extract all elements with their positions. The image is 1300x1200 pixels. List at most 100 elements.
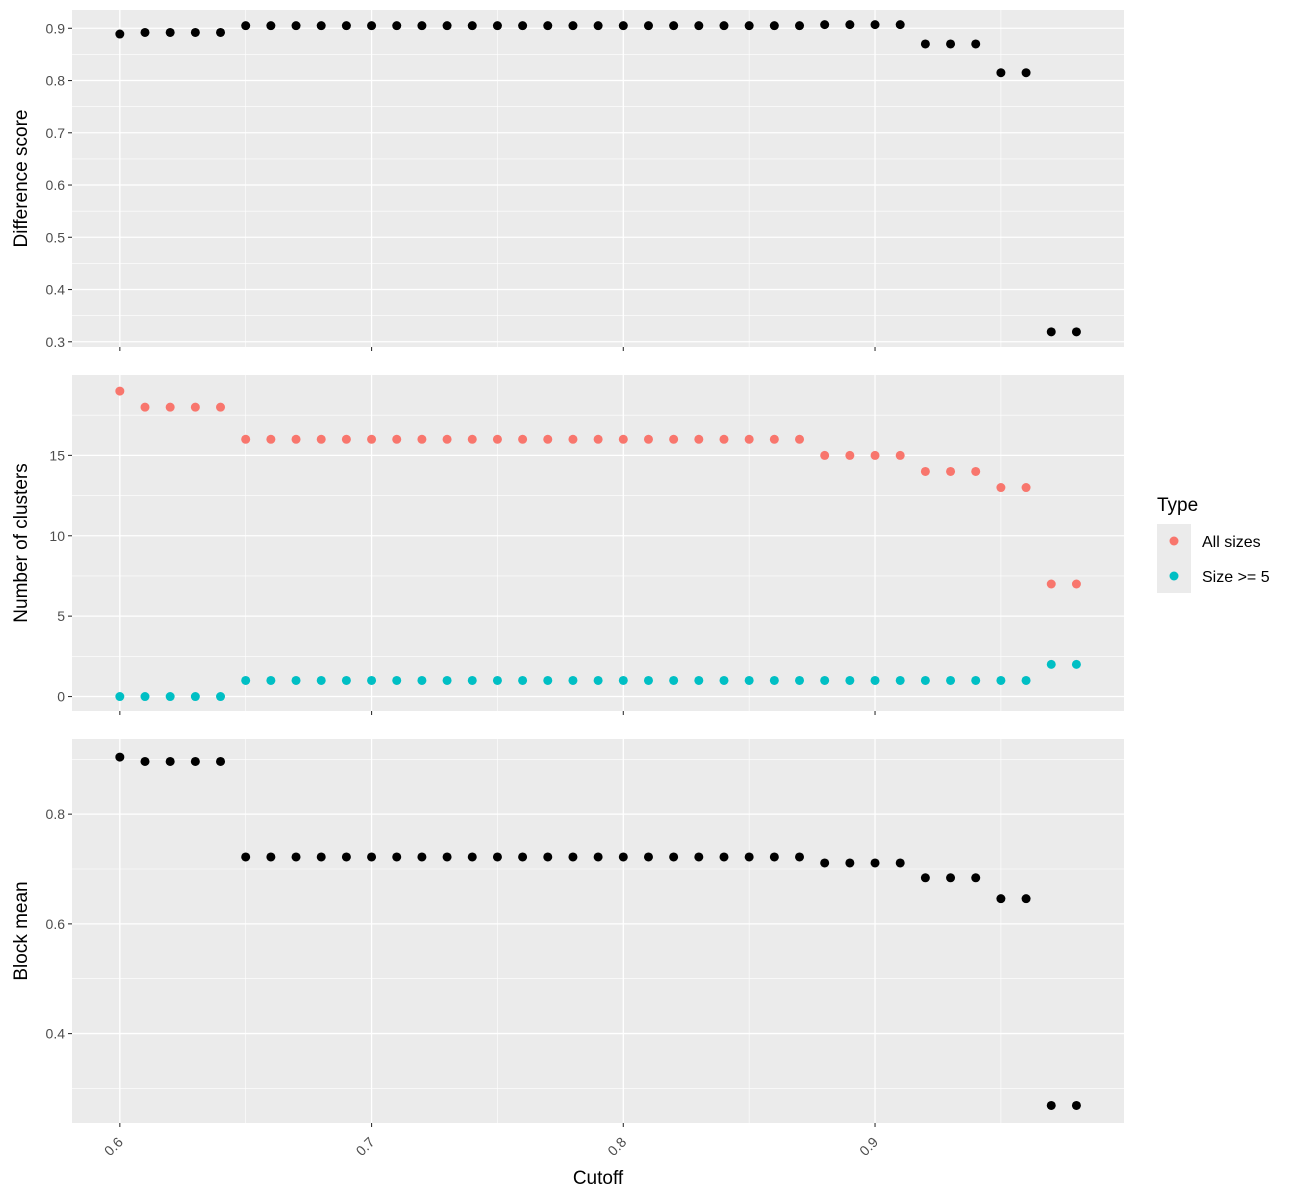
data-point <box>442 21 452 31</box>
data-point <box>316 434 326 444</box>
data-point <box>971 39 981 49</box>
data-point <box>568 434 578 444</box>
data-point <box>744 434 754 444</box>
data-point <box>266 852 276 862</box>
panel-block-mean: 0.4 0.6 0.8 Block mean 0.6 0.7 0.8 0.9 <box>11 739 1124 1159</box>
data-point <box>1046 1100 1056 1110</box>
data-point <box>518 434 528 444</box>
data-point <box>241 675 251 685</box>
y-axis-title: Block mean <box>11 881 32 980</box>
y-axis-title: Number of clusters <box>11 463 32 622</box>
data-point <box>417 852 427 862</box>
data-point <box>291 21 301 31</box>
data-point <box>568 852 578 862</box>
data-point <box>845 675 855 685</box>
data-point <box>618 434 628 444</box>
data-point <box>719 21 729 31</box>
data-point <box>266 434 276 444</box>
y-tick-label: 0.8 <box>46 73 66 89</box>
data-point <box>518 852 528 862</box>
data-point <box>820 675 830 685</box>
data-point <box>367 21 377 31</box>
panel-background <box>72 375 1124 711</box>
data-point <box>1071 579 1081 589</box>
data-point <box>543 434 553 444</box>
data-point <box>266 21 276 31</box>
data-point <box>216 402 226 412</box>
data-point <box>492 434 502 444</box>
data-point <box>367 852 377 862</box>
data-point <box>442 434 452 444</box>
data-point <box>643 434 653 444</box>
data-point <box>190 692 200 702</box>
data-point <box>241 434 251 444</box>
data-point <box>417 434 427 444</box>
data-point <box>795 21 805 31</box>
y-tick-label: 5 <box>57 608 65 624</box>
data-point <box>870 450 880 460</box>
data-point <box>341 852 351 862</box>
y-tick-label: 0.7 <box>46 125 66 141</box>
legend-key <box>1169 536 1179 546</box>
panel-number-of-clusters: 0 5 10 15 Number of clusters <box>11 375 1124 715</box>
data-point <box>442 852 452 862</box>
y-tick-label: 0.6 <box>46 177 66 193</box>
data-point <box>190 756 200 766</box>
data-point <box>744 21 754 31</box>
data-point <box>140 692 150 702</box>
data-point <box>669 852 679 862</box>
legend: Type All sizes Size >= 5 <box>1157 495 1270 593</box>
data-point <box>115 692 125 702</box>
data-point <box>316 852 326 862</box>
data-point <box>467 852 477 862</box>
data-point <box>518 675 528 685</box>
data-point <box>895 675 905 685</box>
data-point <box>115 386 125 396</box>
data-point <box>895 20 905 30</box>
data-point <box>367 675 377 685</box>
series-size-5 <box>115 659 1081 702</box>
legend-label: All sizes <box>1202 534 1261 551</box>
data-point <box>593 675 603 685</box>
data-point <box>190 402 200 412</box>
data-point <box>140 27 150 37</box>
data-point <box>1046 659 1056 669</box>
data-point <box>870 20 880 30</box>
y-tick-label: 0.4 <box>46 1026 66 1042</box>
data-point <box>140 756 150 766</box>
data-point <box>618 675 628 685</box>
data-point <box>216 27 226 37</box>
chart-panels: 0.3 0.4 0.5 0.6 0.7 0.8 0.9 Difference score 0 5 1… <box>11 10 1124 1159</box>
data-point <box>669 675 679 685</box>
data-point <box>165 402 175 412</box>
legend-key <box>1169 571 1179 581</box>
data-point <box>392 21 402 31</box>
data-point <box>643 675 653 685</box>
data-point <box>845 858 855 868</box>
data-point <box>291 675 301 685</box>
x-tick-label: 0.6 <box>101 1134 126 1159</box>
data-point <box>543 852 553 862</box>
data-point <box>568 21 578 31</box>
data-point <box>266 675 276 685</box>
data-point <box>392 434 402 444</box>
data-point <box>870 858 880 868</box>
data-point <box>1021 483 1031 493</box>
data-point <box>216 756 226 766</box>
x-tick-label: 0.7 <box>353 1134 378 1159</box>
data-point <box>996 483 1006 493</box>
data-point <box>920 466 930 476</box>
data-point <box>946 39 956 49</box>
x-tick-label: 0.8 <box>604 1134 629 1159</box>
legend-title: Type <box>1157 495 1198 516</box>
data-point <box>946 675 956 685</box>
data-point <box>543 675 553 685</box>
panel-background <box>72 10 1124 347</box>
data-point <box>618 852 628 862</box>
y-tick-label: 0 <box>57 689 65 705</box>
data-point <box>946 466 956 476</box>
data-point <box>165 692 175 702</box>
data-point <box>1071 327 1081 337</box>
data-point <box>971 466 981 476</box>
data-point <box>392 675 402 685</box>
